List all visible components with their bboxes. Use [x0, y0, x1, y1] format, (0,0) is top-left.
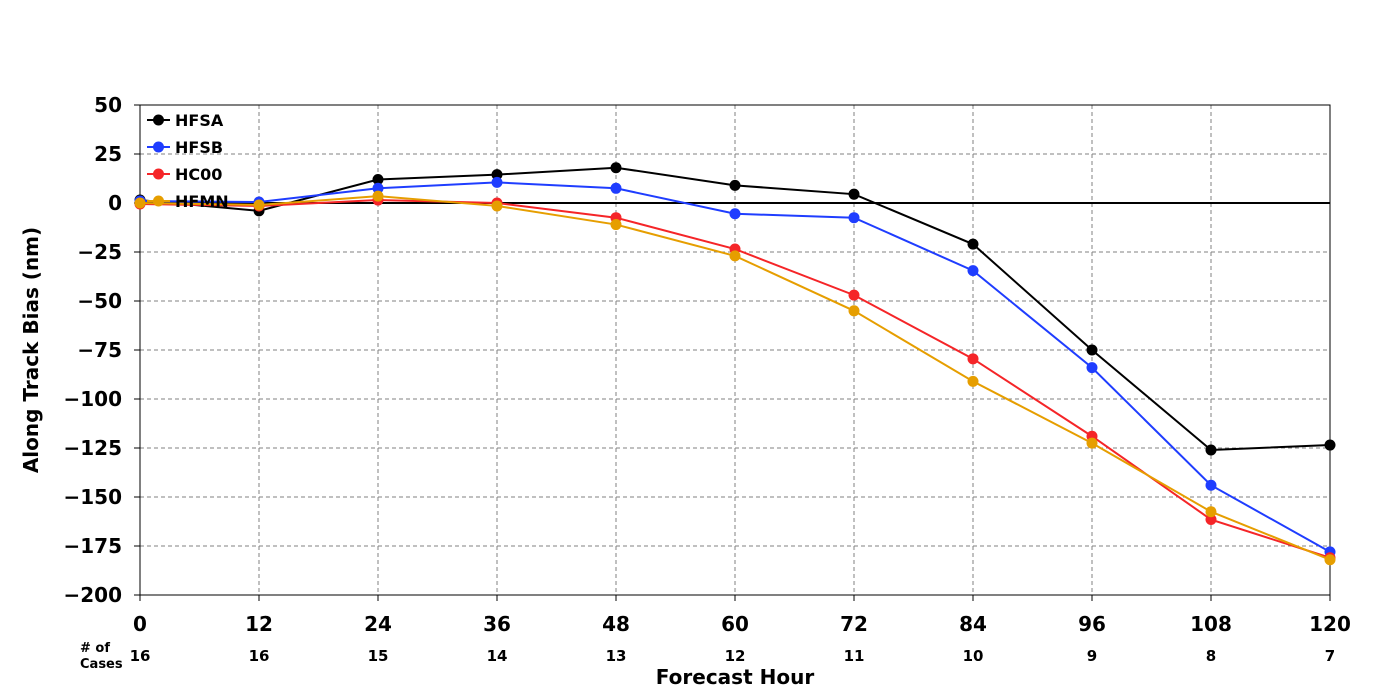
data-point-hfsa: [848, 188, 860, 200]
case-count-label: 7: [1325, 647, 1335, 665]
y-tick-label: 0: [108, 191, 122, 215]
data-point-hfmn: [1324, 554, 1336, 566]
legend-marker: [153, 141, 164, 153]
y-tick-label: −175: [63, 534, 122, 558]
data-point-hfsa: [967, 238, 979, 250]
data-point-hfmn: [967, 375, 979, 387]
case-count-label: 8: [1206, 647, 1216, 665]
data-point-hfsa: [610, 162, 622, 174]
x-tick-label: 120: [1309, 612, 1351, 636]
grid-lines: [140, 105, 1330, 595]
data-point-hfmn: [610, 219, 622, 231]
data-point-hc00: [848, 289, 860, 301]
x-tick-label: 36: [483, 612, 511, 636]
data-point-hfsb: [729, 208, 741, 220]
series-lines: [134, 162, 1336, 566]
data-point-hfmn: [372, 190, 384, 202]
data-point-hfsa: [729, 179, 741, 191]
legend-entry-hfmn: HFMN: [147, 192, 229, 211]
data-point-hfmn: [1205, 506, 1217, 518]
legend-entry-hfsb: HFSB: [147, 138, 223, 157]
data-point-hfsb: [610, 182, 622, 194]
y-tick-label: 25: [94, 142, 122, 166]
x-tick-label: 60: [721, 612, 749, 636]
data-point-hfmn: [253, 199, 265, 211]
axes: 50 25 0 −25 −50 −75 −100 −125 −150 −175 −200 0 16 12 1…: [63, 93, 1350, 672]
data-point-hfmn: [134, 197, 146, 209]
case-count-label: 13: [606, 647, 627, 665]
y-tick-label: −150: [63, 485, 122, 509]
y-axis-title: Along Track Bias (nm): [19, 227, 43, 473]
legend-label: HFSA: [175, 111, 224, 130]
legend-entry-hc00: HC00: [147, 165, 222, 184]
data-point-hfsb: [1086, 362, 1098, 374]
x-axis-title: Forecast Hour: [656, 665, 815, 689]
legend-label: HFMN: [175, 192, 229, 211]
data-point-hfsb: [372, 182, 384, 194]
legend-entry-hfsa: HFSA: [147, 111, 224, 130]
data-point-hfmn: [1086, 437, 1098, 449]
x-tick-label: 84: [959, 612, 987, 636]
x-tick-label: 108: [1190, 612, 1232, 636]
y-tick-label: −75: [77, 338, 122, 362]
case-count-label: 16: [130, 647, 151, 665]
data-point-hfsb: [848, 212, 860, 224]
x-tick-label: 24: [364, 612, 392, 636]
data-point-hfmn: [729, 250, 741, 262]
y-tick-label: −200: [63, 583, 122, 607]
cases-row-label: # of Cases: [80, 641, 123, 672]
legend-marker: [153, 114, 164, 126]
data-point-hfmn: [491, 200, 503, 212]
legend-label: HFSB: [175, 138, 223, 157]
legend-label: HC00: [175, 165, 222, 184]
y-tick-label: −50: [77, 289, 122, 313]
x-tick-label: 48: [602, 612, 630, 636]
case-count-label: 9: [1087, 647, 1097, 665]
case-count-label: 10: [963, 647, 984, 665]
x-tick-label: 96: [1078, 612, 1106, 636]
legend-marker: [153, 168, 164, 180]
y-tick-label: −25: [77, 240, 122, 264]
legend-marker: [153, 195, 164, 207]
case-count-label: 14: [487, 647, 508, 665]
y-tick-label: −100: [63, 387, 122, 411]
data-point-hfsa: [1086, 344, 1098, 356]
data-point-hfsb: [967, 265, 979, 277]
y-tick-label: −125: [63, 436, 122, 460]
data-point-hfsa: [1205, 444, 1217, 456]
case-count-label: 12: [725, 647, 746, 665]
data-point-hfsa: [491, 169, 503, 181]
data-point-hc00: [1205, 514, 1217, 526]
x-tick-label: 12: [245, 612, 273, 636]
data-point-hc00: [967, 353, 979, 365]
x-tick-label: 72: [840, 612, 868, 636]
legend: HFSA HFSB HC00 HFMN: [147, 111, 229, 211]
case-count-label: 16: [249, 647, 270, 665]
data-point-hfsa: [1324, 439, 1336, 451]
data-point-hfsa: [372, 173, 384, 185]
series-hfmn: [134, 190, 1336, 566]
data-point-hfsb: [491, 176, 503, 188]
data-point-hfmn: [848, 305, 860, 317]
y-tick-label: 50: [94, 93, 122, 117]
case-count-label: 11: [844, 647, 865, 665]
case-count-label: 15: [368, 647, 389, 665]
x-tick-label: 0: [133, 612, 147, 636]
data-point-hfsb: [1205, 479, 1217, 491]
